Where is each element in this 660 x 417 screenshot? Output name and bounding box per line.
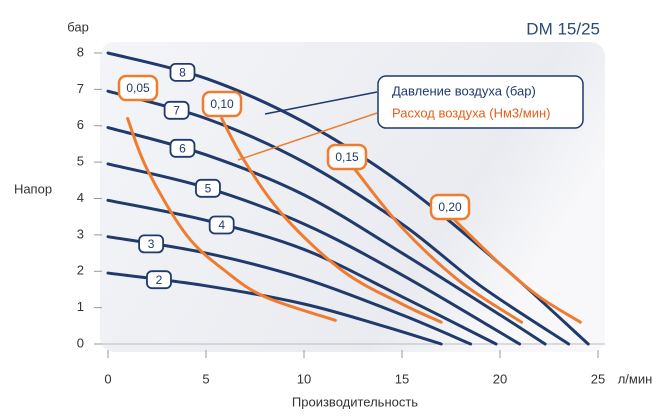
series-line bbox=[353, 167, 524, 324]
series-line bbox=[220, 116, 443, 324]
y-tick-label: 8 bbox=[77, 44, 84, 59]
curve-label: 2 bbox=[156, 273, 163, 287]
legend-entry: Давление воздуха (бар) bbox=[392, 83, 536, 98]
curve-label: 6 bbox=[179, 141, 186, 155]
chart-title: DM 15/25 bbox=[526, 19, 600, 38]
x-tick-label: 15 bbox=[395, 371, 409, 386]
series-line bbox=[106, 89, 571, 346]
curve-label: 7 bbox=[173, 103, 180, 117]
curve-label: 0,15 bbox=[335, 150, 359, 164]
curve-label-box bbox=[117, 74, 159, 102]
curve-label: 4 bbox=[218, 218, 225, 232]
curve-label: 8 bbox=[179, 66, 186, 80]
curve-label: 3 bbox=[148, 237, 155, 251]
legend-pointer bbox=[237, 112, 378, 161]
curve-label-box bbox=[429, 193, 471, 221]
curve-label-box bbox=[326, 143, 368, 171]
curve-label: 0,05 bbox=[126, 81, 150, 95]
curve-label: 5 bbox=[205, 181, 212, 195]
curve-label-box bbox=[208, 215, 235, 235]
x-unit: л/мин bbox=[618, 371, 653, 386]
x-tick-label: 20 bbox=[493, 371, 507, 386]
curve-label-box bbox=[146, 270, 172, 290]
y-tick-label: 0 bbox=[77, 335, 84, 350]
x-tick-label: 5 bbox=[202, 371, 209, 386]
x-tick-label: 25 bbox=[591, 371, 605, 386]
y-tick-label: 1 bbox=[77, 299, 84, 314]
y-tick-label: 4 bbox=[77, 190, 84, 205]
curve-label: 0,20 bbox=[438, 200, 462, 214]
series-line bbox=[106, 198, 498, 346]
x-tick-label: 10 bbox=[297, 371, 311, 386]
curve-label-box bbox=[138, 234, 165, 254]
curve-labels: 8 7 6 5 4 3 2 0,05 0,10 0,15 0,20 bbox=[117, 62, 471, 290]
x-tick-label: 0 bbox=[104, 371, 111, 386]
y-tick-label: 2 bbox=[77, 263, 84, 278]
curve-label-box bbox=[201, 90, 243, 118]
y-tick-label: 6 bbox=[77, 117, 84, 132]
legend-entry: Расход воздуха (Нм3/мин) bbox=[392, 105, 550, 120]
y-label: Напор bbox=[14, 181, 52, 196]
y-tick-label: 7 bbox=[77, 81, 84, 96]
x-label: Производительность bbox=[292, 394, 418, 409]
series-line bbox=[453, 218, 582, 324]
curve-label: 0,10 bbox=[210, 97, 234, 111]
curve-label-box bbox=[169, 138, 196, 158]
series-line bbox=[106, 235, 473, 346]
curve-label-box bbox=[195, 178, 221, 198]
y-tick-label: 3 bbox=[77, 226, 84, 241]
y-unit: бар bbox=[67, 19, 89, 34]
legend-pointer bbox=[264, 91, 378, 115]
series-line bbox=[106, 162, 522, 346]
curve-label-box bbox=[163, 100, 190, 120]
series-line bbox=[126, 116, 337, 322]
curve-label-box bbox=[169, 62, 196, 82]
y-tick-label: 5 bbox=[77, 154, 84, 169]
legend bbox=[377, 75, 584, 129]
